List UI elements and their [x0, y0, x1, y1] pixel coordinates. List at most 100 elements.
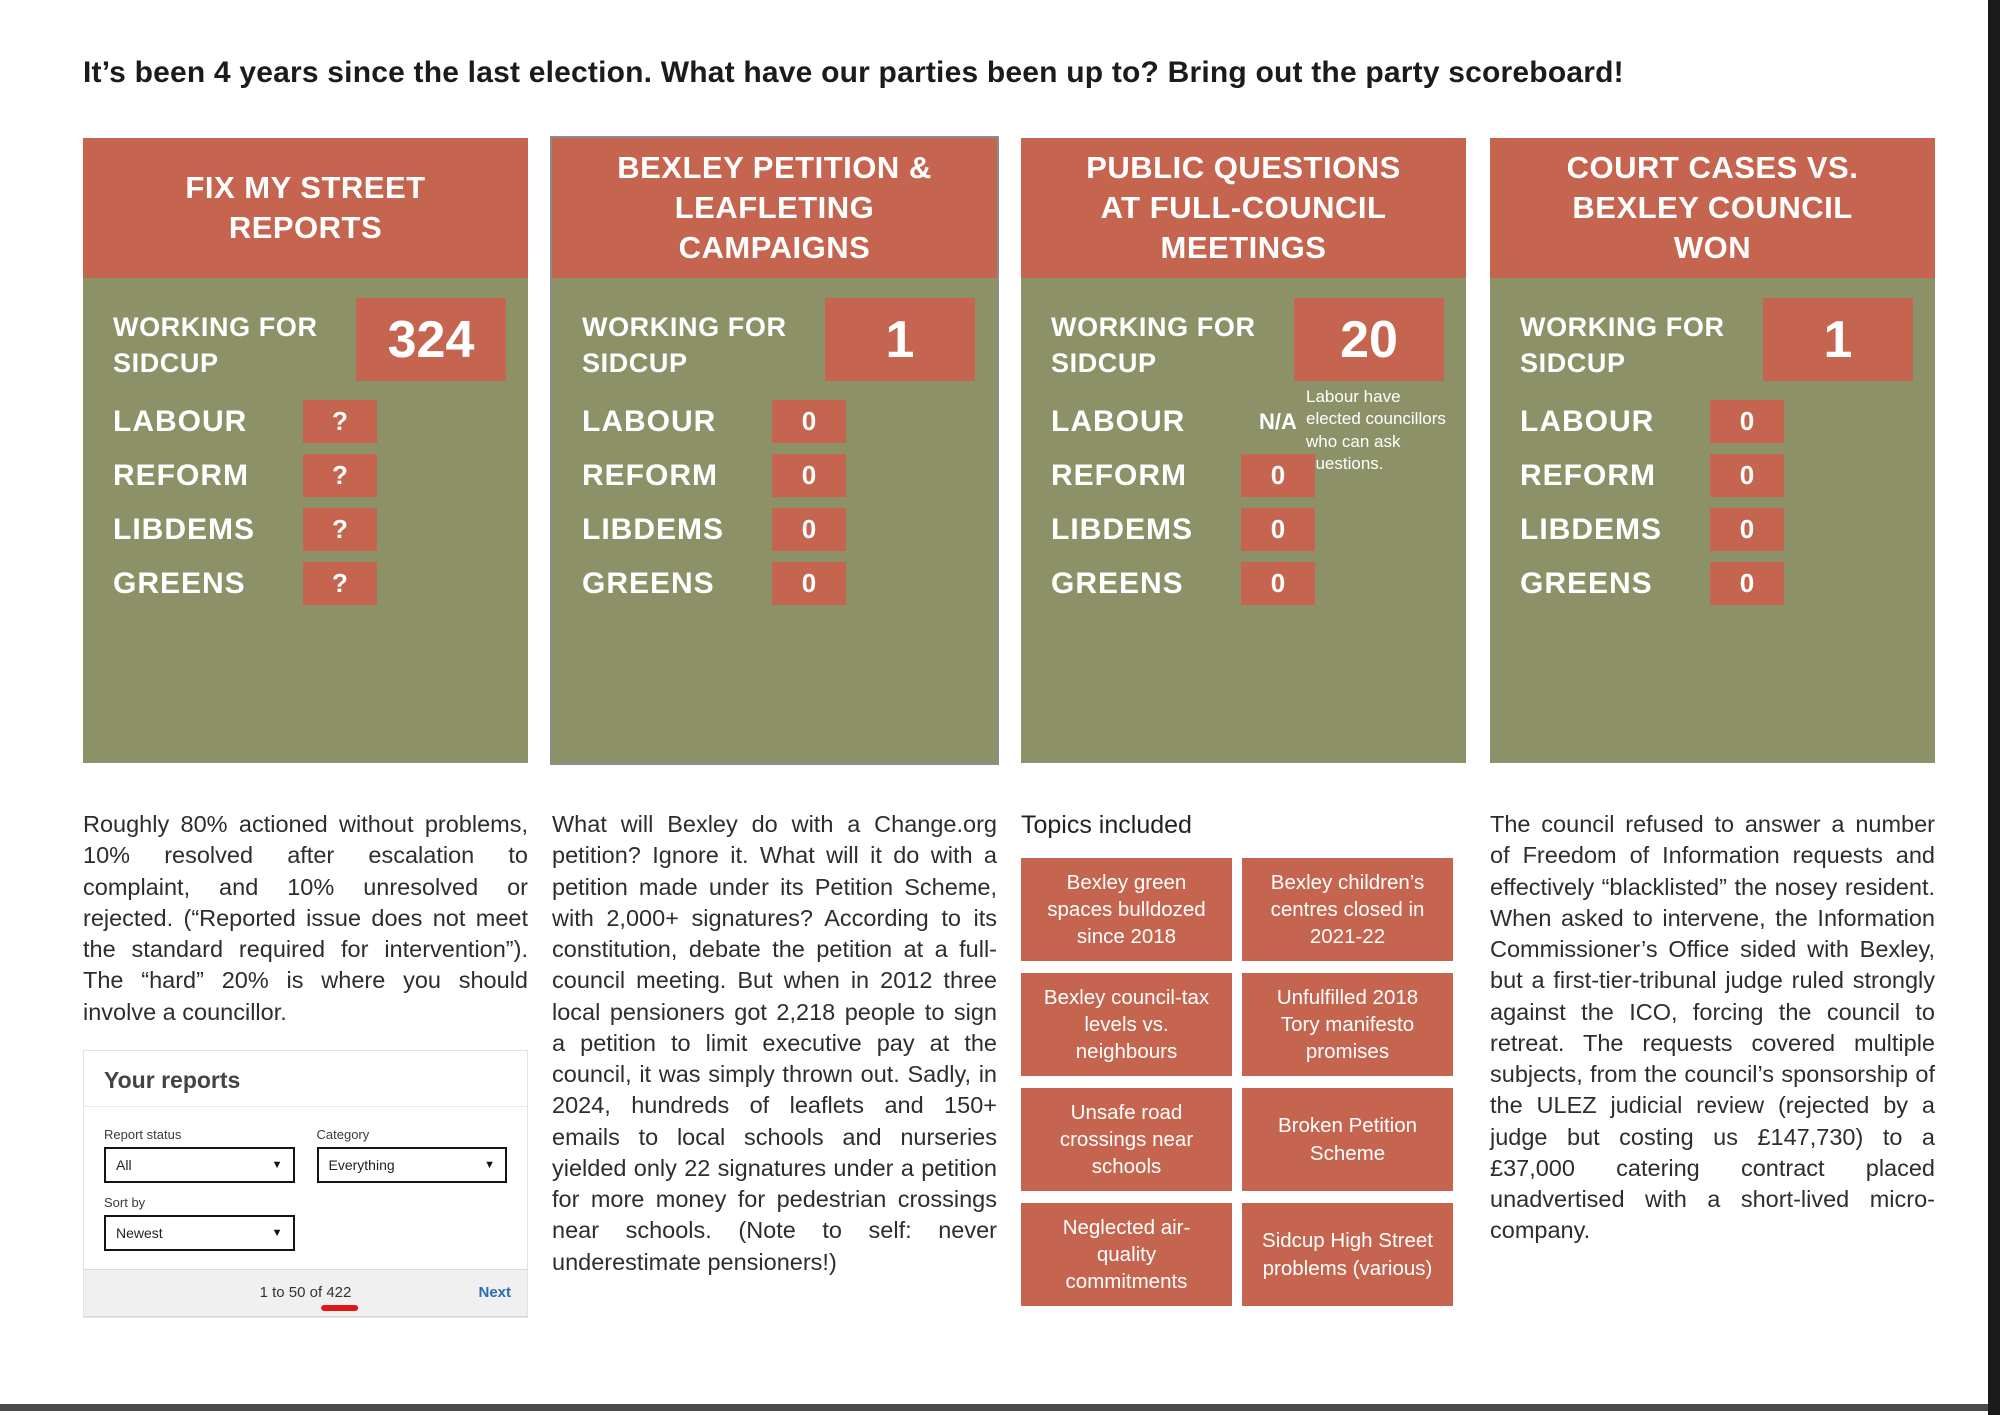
party-value: ?: [303, 562, 377, 605]
topic-box: Broken Petition Scheme: [1242, 1088, 1453, 1191]
card-title: FIX MY STREET REPORTS: [83, 138, 528, 278]
party-row: REFORM 0: [1520, 454, 1913, 497]
pagination-bar: 1 to 50 of 422 Next: [84, 1268, 527, 1317]
topic-box: Neglected air-quality commitments: [1021, 1203, 1232, 1306]
score-value: 1: [1823, 310, 1853, 369]
score-box: 20: [1294, 298, 1444, 381]
party-rows: LABOUR N/A REFORM 0 LIBDEMS 0 GREENS 0: [1051, 400, 1444, 616]
score-value: 324: [387, 310, 475, 369]
divider: [84, 1105, 527, 1107]
party-row: LIBDEMS ?: [113, 508, 506, 551]
party-row: LIBDEMS 0: [1520, 508, 1913, 551]
party-row: GREENS ?: [113, 562, 506, 605]
party-value: N/A: [1259, 408, 1297, 434]
chevron-down-icon: ▼: [271, 1226, 283, 1239]
party-row: REFORM 0: [582, 454, 975, 497]
report-filters: Report status All ▼ Category Everything …: [84, 1107, 527, 1269]
party-label: REFORM: [1051, 458, 1187, 492]
scorecard-fixmystreet: FIX MY STREET REPORTS WORKING FOR SIDCUP…: [83, 138, 528, 763]
party-value: 0: [772, 400, 846, 443]
page-title: It’s been 4 years since the last electio…: [83, 56, 1624, 89]
card-title: PUBLIC QUESTIONS AT FULL-COUNCIL MEETING…: [1021, 138, 1466, 278]
party-label: LABOUR: [1051, 404, 1186, 438]
party-label: GREENS: [1520, 566, 1653, 600]
category-value: Everything: [328, 1156, 395, 1173]
party-rows: LABOUR ? REFORM ? LIBDEMS ? GREENS ?: [113, 400, 506, 616]
sort-by-value: Newest: [116, 1224, 163, 1241]
pagination-text: 1 to 50 of 422: [259, 1284, 359, 1312]
total-count: 422: [321, 1284, 359, 1312]
your-reports-widget: Your reports Report status All ▼ Categor…: [83, 1049, 528, 1318]
topics-heading: Topics included: [1021, 811, 1192, 839]
party-value: ?: [303, 454, 377, 497]
party-rows: LABOUR 0 REFORM 0 LIBDEMS 0 GREENS 0: [582, 400, 975, 616]
party-label: LABOUR: [582, 404, 717, 438]
score-box: 1: [825, 298, 975, 381]
court-note-text: The council refused to answer a number o…: [1490, 811, 1935, 1244]
score-box: 324: [356, 298, 506, 381]
party-value: 0: [1241, 454, 1315, 497]
column-public-questions: PUBLIC QUESTIONS AT FULL-COUNCIL MEETING…: [1021, 138, 1466, 1306]
topic-box: Bexley green spaces bulldozed since 2018: [1021, 858, 1232, 961]
next-link[interactable]: Next: [478, 1284, 511, 1302]
category-label: Category: [316, 1126, 370, 1142]
column-petitions: BEXLEY PETITION & LEAFLETING CAMPAIGNS W…: [550, 136, 999, 1278]
topic-box: Unfulfilled 2018 Tory manifesto promises: [1242, 973, 1453, 1076]
party-value: 0: [1710, 508, 1784, 551]
party-row: LIBDEMS 0: [582, 508, 975, 551]
party-label: REFORM: [582, 458, 718, 492]
party-label: LIBDEMS: [113, 512, 255, 546]
party-label: GREENS: [582, 566, 715, 600]
column-fixmystreet: FIX MY STREET REPORTS WORKING FOR SIDCUP…: [83, 138, 528, 1318]
page-bottom-border: [0, 1404, 2000, 1411]
party-value: ?: [303, 400, 377, 443]
party-value: 0: [1241, 508, 1315, 551]
party-row: LABOUR ?: [113, 400, 506, 443]
scorecard-court-cases: COURT CASES VS. BEXLEY COUNCIL WON WORKI…: [1490, 138, 1935, 763]
card-title: COURT CASES VS. BEXLEY COUNCIL WON: [1490, 138, 1935, 278]
party-label: GREENS: [113, 566, 246, 600]
labour-na-note: Labour have elected councillors who can …: [1306, 387, 1446, 474]
topic-box: Sidcup High Street problems (various): [1242, 1203, 1453, 1306]
chevron-down-icon: ▼: [271, 1158, 283, 1171]
party-row: LABOUR 0: [582, 400, 975, 443]
party-row: LABOUR N/A: [1051, 400, 1444, 443]
petition-note-text: What will Bexley do with a Change.org pe…: [552, 811, 997, 1275]
party-row: REFORM 0: [1051, 454, 1444, 497]
working-for-label: WORKING FOR SIDCUP: [1051, 312, 1256, 378]
party-row: GREENS 0: [1520, 562, 1913, 605]
working-for-label: WORKING FOR SIDCUP: [1520, 312, 1725, 378]
card-title: BEXLEY PETITION & LEAFLETING CAMPAIGNS: [552, 138, 997, 278]
party-value: 0: [1710, 454, 1784, 497]
score-value: 1: [885, 310, 915, 369]
report-status-select[interactable]: All ▼: [104, 1146, 295, 1183]
party-rows: LABOUR 0 REFORM 0 LIBDEMS 0 GREENS 0: [1520, 400, 1913, 616]
party-value: 0: [1710, 562, 1784, 605]
party-label: LIBDEMS: [582, 512, 724, 546]
score-box: 1: [1763, 298, 1913, 381]
party-label: LABOUR: [113, 404, 248, 438]
scorecard-public-questions: PUBLIC QUESTIONS AT FULL-COUNCIL MEETING…: [1021, 138, 1466, 763]
topic-box: Bexley council-tax levels vs. neighbours: [1021, 973, 1232, 1076]
party-value: 0: [772, 508, 846, 551]
working-for-label: WORKING FOR SIDCUP: [582, 312, 787, 378]
report-status-value: All: [116, 1156, 132, 1173]
party-label: LIBDEMS: [1051, 512, 1193, 546]
sort-by-label: Sort by: [104, 1194, 146, 1210]
party-value: ?: [303, 508, 377, 551]
card-body: WORKING FOR SIDCUP 20 Labour have electe…: [1021, 278, 1466, 763]
report-status-label: Report status: [104, 1126, 182, 1142]
party-row: LABOUR 0: [1520, 400, 1913, 443]
party-row: LIBDEMS 0: [1051, 508, 1444, 551]
party-row: REFORM ?: [113, 454, 506, 497]
card-body: WORKING FOR SIDCUP 1 LABOUR 0 REFORM 0 L…: [1490, 278, 1935, 763]
category-select[interactable]: Everything ▼: [316, 1146, 507, 1183]
pagination-prefix: 1 to 50 of: [259, 1284, 327, 1302]
scorecard-petitions: BEXLEY PETITION & LEAFLETING CAMPAIGNS W…: [550, 136, 999, 765]
sort-by-select[interactable]: Newest ▼: [104, 1214, 295, 1251]
score-value: 20: [1340, 310, 1398, 369]
party-label: REFORM: [1520, 458, 1656, 492]
party-label: GREENS: [1051, 566, 1184, 600]
chevron-down-icon: ▼: [484, 1158, 495, 1171]
working-for-label: WORKING FOR SIDCUP: [113, 312, 318, 378]
